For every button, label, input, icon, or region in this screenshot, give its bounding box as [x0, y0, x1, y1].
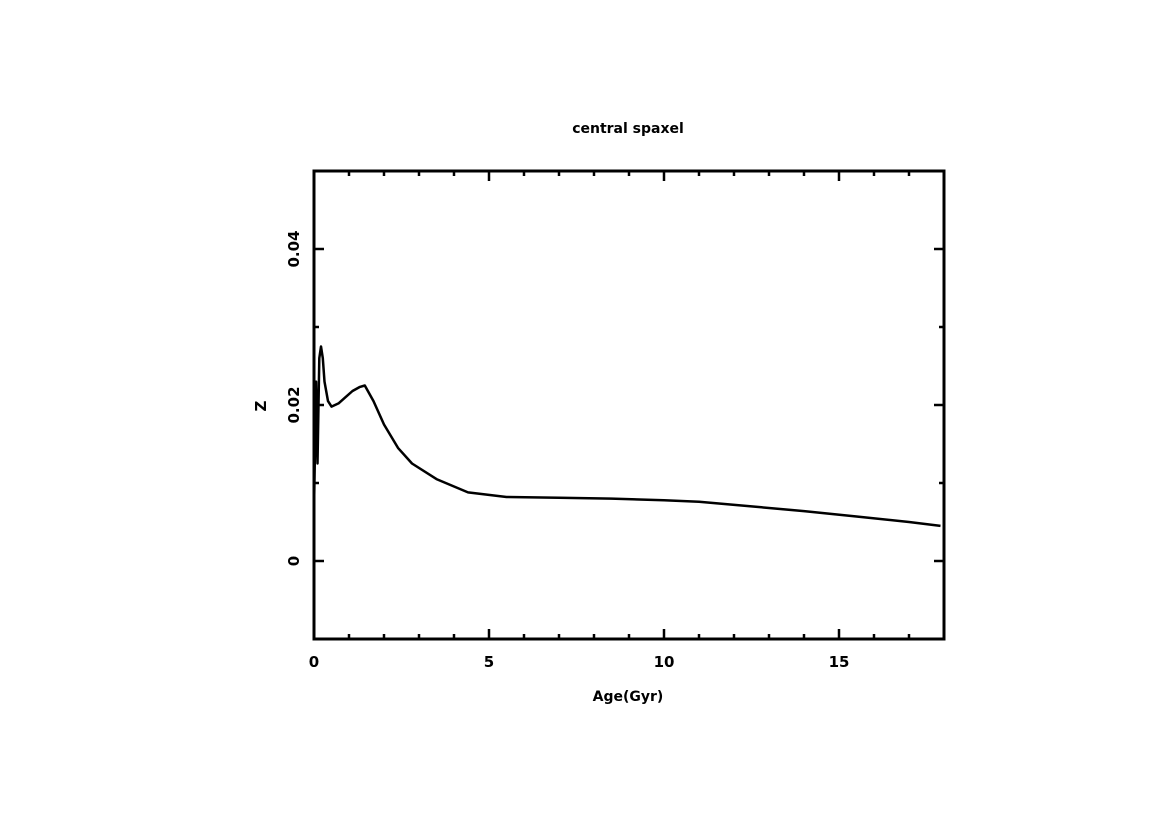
axis-ticks [312, 171, 946, 639]
x-tick-label: 15 [829, 653, 850, 671]
chart-title: central spaxel [572, 121, 684, 137]
x-tick-label: 0 [309, 653, 319, 671]
y-tick-label: 0.04 [285, 230, 303, 267]
x-axis-label: Age(Gyr) [593, 689, 664, 705]
y-axis-label: Z [252, 400, 270, 411]
x-tick-label: 10 [654, 653, 675, 671]
y-tick-label: 0.02 [285, 386, 303, 423]
plot-frame [312, 169, 946, 641]
x-tick-label: 5 [484, 653, 494, 671]
tick-labels: 0 5 10 15 0 0.02 0.04 [285, 230, 849, 671]
series-line [312, 345, 941, 528]
y-tick-label: 0 [285, 556, 303, 566]
